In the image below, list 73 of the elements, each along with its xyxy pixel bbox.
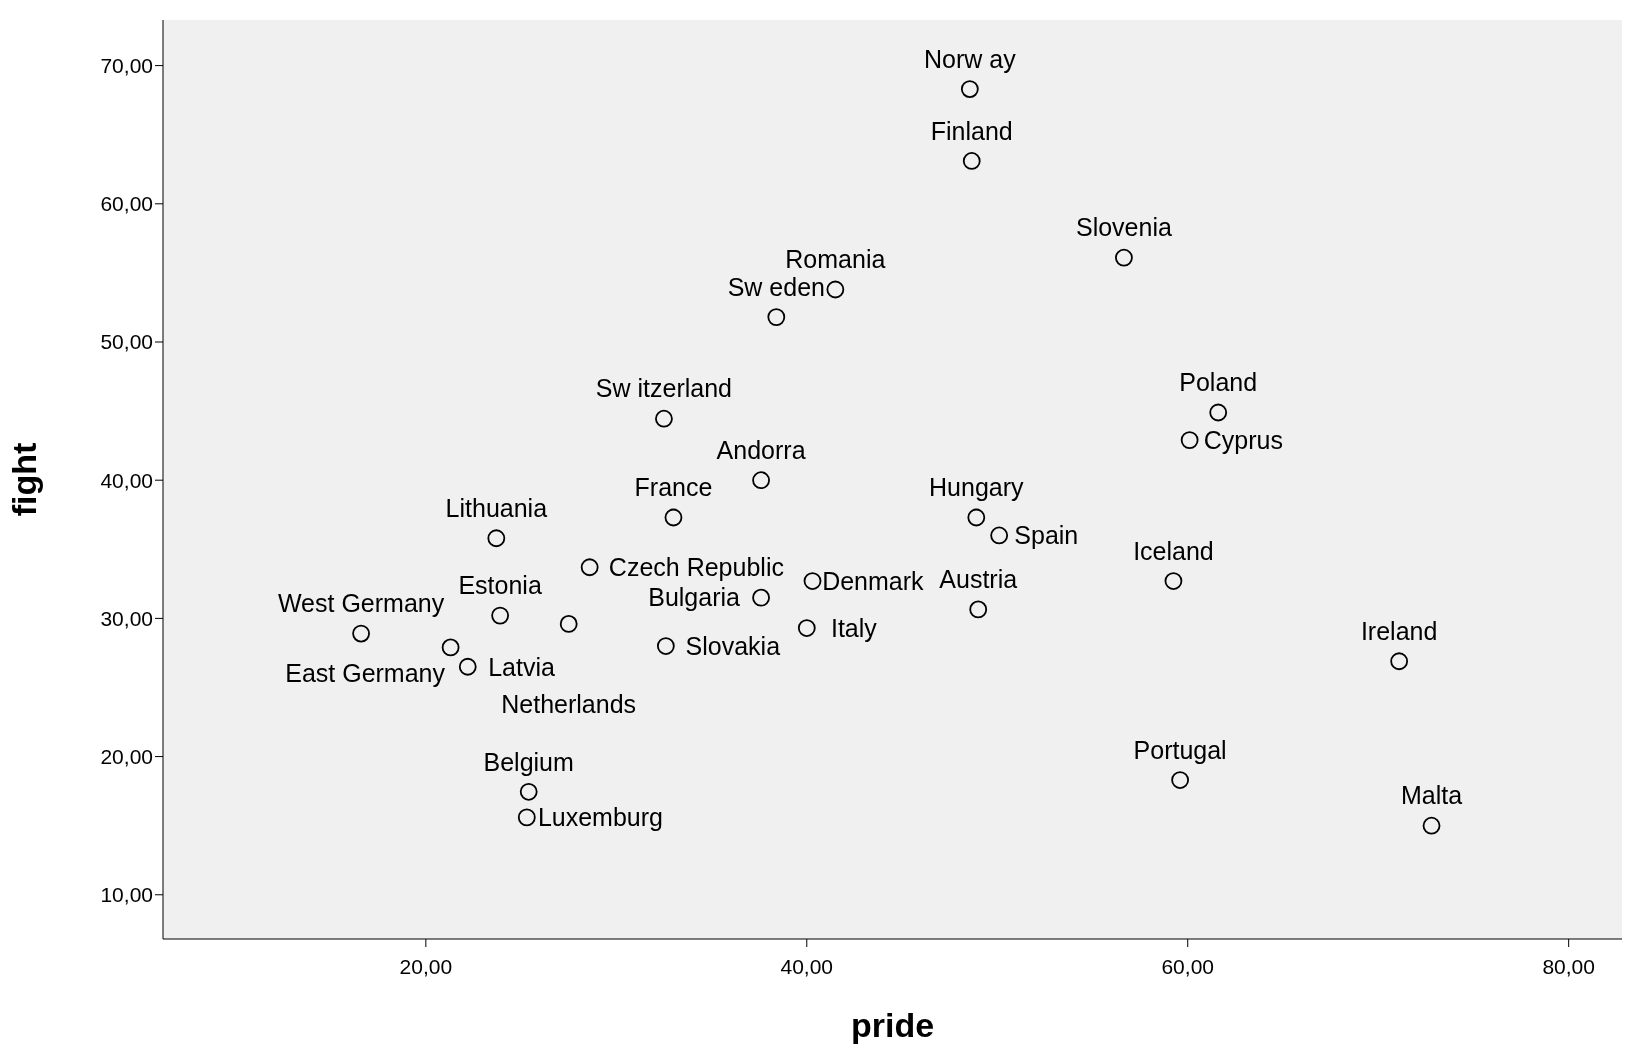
point xyxy=(519,782,538,801)
point xyxy=(797,619,816,637)
point xyxy=(441,638,460,657)
point xyxy=(487,529,506,548)
point xyxy=(767,308,786,327)
point xyxy=(969,600,988,619)
x-tick-label: 80,00 xyxy=(1542,954,1595,978)
x-tick-label: 20,00 xyxy=(399,954,453,978)
y-tick-label: 40,00 xyxy=(100,468,153,492)
annotation: Romania xyxy=(785,245,886,274)
y-tick-label: 50,00 xyxy=(100,330,153,354)
point xyxy=(352,624,370,643)
annotation: Ireland xyxy=(1360,616,1438,645)
point xyxy=(1180,431,1199,450)
annotation: East Germany xyxy=(285,659,446,688)
x-axis-title: pride xyxy=(850,1006,935,1044)
point xyxy=(752,588,770,607)
annotation: France xyxy=(634,473,713,502)
y-tick-label: 30,00 xyxy=(100,606,153,630)
annotation: Cyprus xyxy=(1203,425,1283,454)
annotation: Lithuania xyxy=(445,493,548,522)
annotation: Estonia xyxy=(458,571,542,600)
annotation: Bulgaria xyxy=(648,583,741,612)
annotation: Spain xyxy=(1014,521,1079,550)
x-tick-label: 40,00 xyxy=(780,954,834,978)
annotation: Poland xyxy=(1179,368,1258,397)
point xyxy=(517,808,536,827)
point xyxy=(967,508,986,527)
annotation: Malta xyxy=(1400,781,1463,810)
point xyxy=(656,637,675,655)
y-tick-label: 20,00 xyxy=(100,745,153,769)
point xyxy=(803,572,822,590)
annotation: Hungary xyxy=(929,473,1025,502)
point xyxy=(491,606,510,625)
point xyxy=(1390,652,1409,671)
point xyxy=(655,409,673,428)
annotation: Denmark xyxy=(822,566,925,595)
annotation: Slovakia xyxy=(685,631,781,660)
annotation: Portugal xyxy=(1133,735,1227,764)
point xyxy=(559,615,578,633)
annotation: Belgium xyxy=(483,747,574,776)
annotation: Finland xyxy=(930,116,1013,145)
annotation: Austria xyxy=(939,565,1018,594)
point xyxy=(1115,248,1133,267)
annotation: Sw eden xyxy=(727,272,825,301)
point xyxy=(458,657,477,676)
y-axis-title: fight xyxy=(5,442,44,517)
point xyxy=(752,471,770,490)
x-tick-label: 60,00 xyxy=(1161,954,1215,978)
y-tick-label: 10,00 xyxy=(100,883,153,907)
point xyxy=(960,80,979,98)
point xyxy=(826,280,845,299)
annotation: Italy xyxy=(830,613,878,642)
y-tick-label: 60,00 xyxy=(100,192,153,216)
annotation: Andorra xyxy=(716,435,806,464)
point xyxy=(962,152,981,170)
annotation: Iceland xyxy=(1133,536,1214,565)
annotation: Slovenia xyxy=(1075,213,1172,242)
annotation: Czech Republic xyxy=(608,553,784,581)
annotation: Netherlands xyxy=(501,689,637,718)
point xyxy=(990,526,1009,545)
point xyxy=(580,558,599,577)
annotation: Norw ay xyxy=(923,44,1017,73)
y-tick-label: 70,00 xyxy=(100,54,153,78)
point xyxy=(664,508,683,527)
point xyxy=(1422,816,1441,835)
annotation: Latvia xyxy=(488,652,555,681)
point xyxy=(1171,771,1190,789)
point xyxy=(1209,403,1228,422)
annotation: West Germany xyxy=(277,589,445,618)
point xyxy=(1164,572,1183,590)
annotation: Luxemburg xyxy=(537,803,663,832)
annotation: Sw itzerland xyxy=(595,374,733,403)
